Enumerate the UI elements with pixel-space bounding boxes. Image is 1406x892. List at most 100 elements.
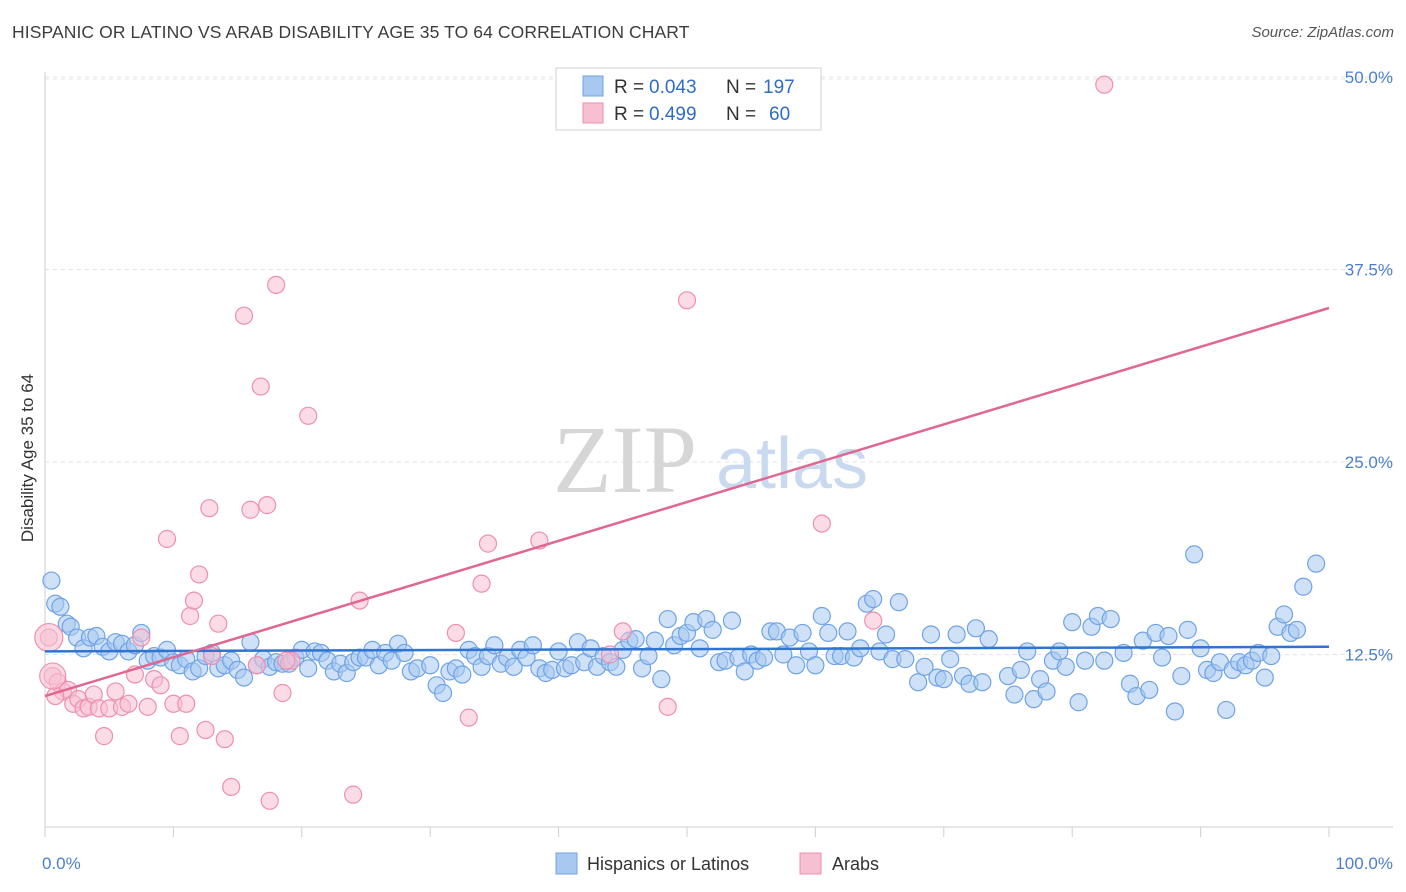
hispanic-point-190 [1287,620,1307,639]
arab-point-34 [234,306,254,325]
hispanic-point-124 [838,622,857,641]
hispanic-point-95 [652,670,671,689]
hispanic-point-116 [787,656,806,675]
y-tick-label-3: 50.0% [1345,68,1393,87]
hispanic-point-157 [1069,693,1088,712]
hispanic-point-117 [793,623,812,643]
arab-point-20 [151,676,170,695]
legend-swatch-arabs [582,102,604,124]
hispanic-point-93 [639,646,658,666]
hispanic-point-96 [658,609,677,629]
hispanic-point-119 [806,656,825,675]
arab-point-31 [209,614,228,633]
arab-point-37 [251,377,270,396]
arab-point-17 [132,628,151,647]
legend-n-value-1: 197 [763,77,795,98]
arab-point-21 [157,529,177,549]
arab-point-large-2 [39,662,67,690]
hispanic-point-147 [1005,685,1024,704]
hispanic-point-121 [819,623,838,643]
y-axis-label: Disability Age 35 to 64 [18,374,37,542]
arab-point-11 [94,727,114,746]
hispanic-point-75 [523,636,543,655]
hispanic-point-154 [1050,642,1069,661]
legend-r-label-1: R = [614,77,644,98]
hispanic-point-156 [1063,613,1082,632]
hispanic-point-186 [1262,646,1281,666]
arab-point-28 [196,720,215,740]
arab-point-large-1 [34,622,64,653]
arab-point-43 [299,406,318,425]
series-legend: Hispanics or Latinos Arabs [555,852,879,875]
arab-point-57 [1095,75,1114,94]
hispanic-point-161 [1095,651,1114,670]
series-hispanics-points [42,545,1326,721]
hispanic-point-149 [1018,642,1037,661]
hispanic-point-185 [1255,668,1274,687]
hispanic-point-188 [1274,605,1294,624]
arab-point-38 [258,496,277,515]
legend-r-value-1: 0.043 [649,77,697,98]
correlation-legend: R = 0.043 N = 197 R = 0.499 N = 60 [555,67,822,131]
trend-line-hispanics [44,645,1330,653]
hispanic-point-143 [966,619,986,638]
hispanic-point-41 [299,659,318,678]
grid-lines [45,76,1393,655]
hispanic-point-158 [1075,651,1095,670]
hispanic-point-64 [453,665,472,684]
arab-point-26 [184,591,204,610]
hispanic-point-138 [934,670,953,689]
hispanic-point-145 [979,629,998,649]
legend-n-label-1: N = [726,77,756,98]
hispanic-point-171 [1165,702,1185,721]
x-tick-label-max: 100.0% [1335,854,1393,873]
hispanic-point-140 [947,625,966,644]
hispanic-point-172 [1172,666,1191,686]
legend-swatch-hispanics [582,75,604,97]
arab-point-59 [277,651,296,670]
arab-point-47 [459,708,478,727]
hispanic-point-94 [645,631,665,650]
arab-point-36 [247,656,266,675]
legend-r-value-2: 0.499 [649,104,697,125]
hispanic-point-179 [1217,700,1236,720]
hispanic-point-128 [864,589,883,609]
hispanic-point-114 [774,645,793,664]
arab-point-40 [267,275,286,294]
hispanic-point-0 [42,571,61,590]
arab-point-54 [677,291,697,310]
trend-lines [44,306,1330,698]
hispanic-point-152 [1037,682,1056,701]
hispanic-point-162 [1101,609,1120,629]
hispanic-point-174 [1185,545,1204,564]
legend-n-label-2: N = [726,104,756,125]
hispanic-point-61 [433,683,453,703]
arab-point-18 [138,697,157,716]
arab-point-23 [170,727,189,746]
hispanic-point-169 [1152,648,1172,667]
arab-point-52 [613,622,632,641]
arab-point-49 [478,534,498,553]
arab-point-48 [472,574,491,593]
hispanic-point-135 [915,657,934,676]
hispanic-point-139 [941,650,960,669]
arab-point-27 [189,565,209,584]
hispanic-point-59 [421,656,440,675]
hispanic-point-120 [812,606,831,626]
arab-point-25 [180,606,200,626]
watermark-zip: ZIP [553,406,697,513]
arab-point-33 [222,777,241,797]
hispanic-point-134 [909,673,928,692]
bottom-legend-swatch-arabs [799,852,822,875]
series-arabs-points [34,75,1114,810]
hispanic-point-170 [1159,626,1178,646]
hispanic-point-103 [703,620,722,639]
arab-point-53 [658,697,677,716]
hispanic-point-108 [735,662,754,681]
arab-point-35 [241,500,260,519]
hispanic-point-136 [921,625,941,644]
hispanic-point-155 [1056,657,1075,676]
hispanic-point-173 [1178,620,1197,639]
x-axis-ticks [44,827,1330,837]
